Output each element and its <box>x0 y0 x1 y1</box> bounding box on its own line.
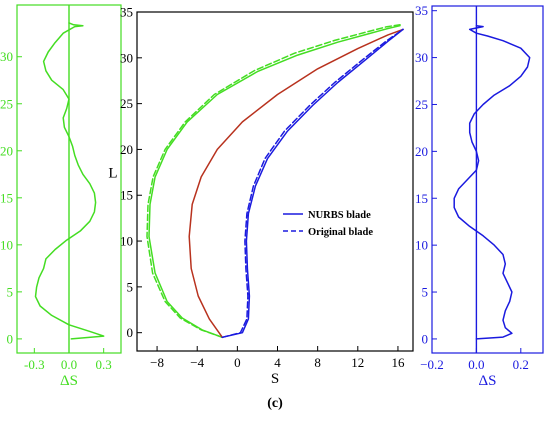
main-y-axis-label: L <box>108 166 117 182</box>
right-y-tick-label: 5 <box>422 285 429 300</box>
main-series-line-camber-line <box>188 28 404 339</box>
main-x-axis-label: S <box>271 371 279 387</box>
left-y-tick-label: 5 <box>7 284 14 299</box>
left-panel <box>16 4 122 354</box>
left-y-tick-label: 0 <box>7 331 14 346</box>
right-y-tick-label: 30 <box>415 50 428 65</box>
legend-label: NURBS blade <box>308 210 371 221</box>
right-panel <box>431 5 544 354</box>
main-series-line-suction-side-nurbs <box>148 24 401 339</box>
main-y-tick-label: 0 <box>127 325 134 340</box>
left-y-tick-label: 25 <box>0 96 13 111</box>
main-x-tick-label: 0 <box>234 355 241 370</box>
left-x-tick-label: 0.3 <box>96 357 112 372</box>
right-y-tick-label: 25 <box>415 97 428 112</box>
main-y-tick-label: 25 <box>120 96 133 111</box>
main-y-tick-label: 10 <box>120 234 133 249</box>
right-series-line-0 <box>453 24 531 340</box>
main-x-tick-label: 8 <box>314 355 321 370</box>
main-x-tick-label: 12 <box>351 355 364 370</box>
main-y-tick-label: 35 <box>120 5 133 20</box>
left-y-tick-label: 10 <box>0 237 13 252</box>
main-series-line-pressure-side-original <box>221 28 404 339</box>
right-frame <box>431 5 544 354</box>
main-y-tick-label: 20 <box>120 142 133 157</box>
legend-label: Original blade <box>308 227 373 238</box>
left-series-line-0 <box>34 22 105 340</box>
left-x-tick-label: -0.3 <box>24 357 45 372</box>
main-x-tick-label: −8 <box>150 355 164 370</box>
left-y-tick-label: 15 <box>0 190 13 205</box>
left-x-tick-label: 0.0 <box>61 357 77 372</box>
right-y-tick-label: 10 <box>415 238 428 253</box>
right-y-tick-label: 20 <box>415 144 428 159</box>
right-x-tick-label: −0.2 <box>420 357 444 372</box>
main-y-tick-label: 30 <box>120 50 133 65</box>
main-x-tick-label: 4 <box>274 355 281 370</box>
main-series-line-pressure-side-nurbs <box>221 28 404 339</box>
main-frame <box>136 11 414 352</box>
right-x-axis-label: ΔS <box>479 373 497 389</box>
right-x-tick-label: 0.2 <box>513 357 529 372</box>
main-series-line-suction-side-original <box>146 24 401 339</box>
main-y-tick-label: 15 <box>120 188 133 203</box>
main-panel <box>136 11 414 352</box>
main-y-tick-label: 5 <box>127 279 134 294</box>
main-x-tick-label: −4 <box>190 355 204 370</box>
figure-caption: (c) <box>267 396 283 411</box>
right-x-tick-label: 0.0 <box>468 357 484 372</box>
right-y-tick-label: 0 <box>422 331 429 346</box>
right-y-tick-label: 15 <box>415 191 428 206</box>
right-y-tick-label: 35 <box>415 3 428 18</box>
left-y-tick-label: 20 <box>0 143 13 158</box>
main-x-tick-label: 16 <box>391 355 405 370</box>
left-y-tick-label: 30 <box>0 49 13 64</box>
left-x-axis-label: ΔS <box>60 373 78 389</box>
